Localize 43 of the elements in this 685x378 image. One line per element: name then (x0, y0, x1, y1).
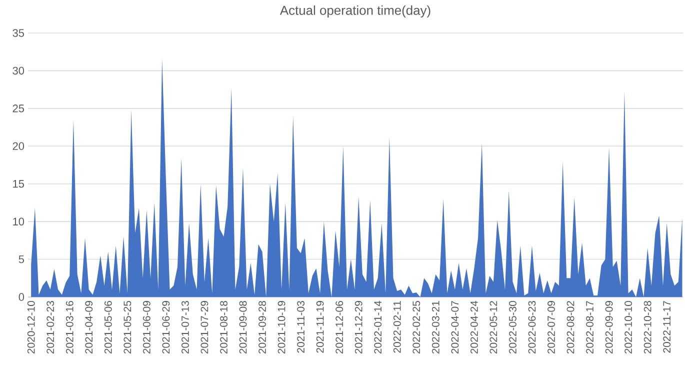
x-tick-label: 2021-11-19 (316, 301, 324, 353)
x-tick-label: 2022-10-10 (624, 300, 632, 354)
x-tick-label: 2022-11-17 (663, 301, 671, 353)
x-tick-label: 2021-12-06 (336, 300, 344, 354)
y-tick-label: 15 (13, 180, 24, 188)
x-tick-label: 2022-10-28 (644, 300, 652, 354)
y-tick-label: 10 (13, 218, 24, 226)
x-tick-label: 2022-05-30 (509, 300, 516, 354)
x-tick-label: 2022-06-23 (528, 300, 536, 354)
x-tick-label: 2021-04-09 (85, 301, 93, 354)
x-tick-label: 2021-12-29 (354, 301, 362, 354)
x-tick-label: 2021-07-29 (200, 301, 208, 354)
x-tick-label: 2022-03-21 (432, 301, 440, 354)
x-tick-label: 2021-03-16 (66, 300, 74, 354)
x-tick-label: 2022-02-11 (393, 301, 401, 353)
x-tick-label: 2022-05-12 (490, 301, 498, 354)
x-tick-label: 2022-02-25 (412, 300, 420, 354)
y-tick-label: 0 (18, 293, 24, 301)
x-tick-label: 2021-05-06 (104, 300, 112, 354)
x-tick-label: 2022-07-09 (548, 301, 555, 354)
x-tick-label: 2022-01-14 (374, 300, 382, 354)
y-tick-label: 20 (12, 142, 24, 150)
x-tick-label: 2021-09-08 (239, 300, 247, 354)
x-tick-label: 2021-11-03 (297, 300, 304, 353)
y-tick-label: 30 (12, 66, 24, 75)
x-tick-label: 2021-06-29 (162, 301, 170, 354)
x-tick-label: 2022-08-17 (586, 301, 594, 354)
x-tick-label: 2021-07-13 (182, 300, 189, 354)
y-tick-label: 5 (18, 255, 24, 264)
x-tick-label: 2021-08-18 (220, 300, 228, 354)
x-tick-label: 2021-10-19 (278, 301, 286, 354)
x-tick-label: 2021-06-09 (142, 301, 150, 354)
x-tick-label: 2021-09-28 (258, 300, 266, 354)
x-tick-label: 2021-02-23 (46, 300, 54, 354)
y-tick-label: 25 (12, 104, 24, 112)
x-tick-label: 2020-12-10 (27, 300, 35, 354)
x-tick-label: 2022-08-02 (566, 301, 574, 354)
y-tick-label: 35 (12, 29, 24, 37)
x-tick-label: 2022-09-09 (605, 301, 613, 354)
chart-title: Actual operation time(day) (280, 5, 430, 18)
x-tick-label: 2022-04-07 (451, 301, 459, 354)
x-tick-label: 2021-05-25 (124, 300, 132, 354)
x-tick-label: 2022-04-24 (470, 300, 478, 354)
